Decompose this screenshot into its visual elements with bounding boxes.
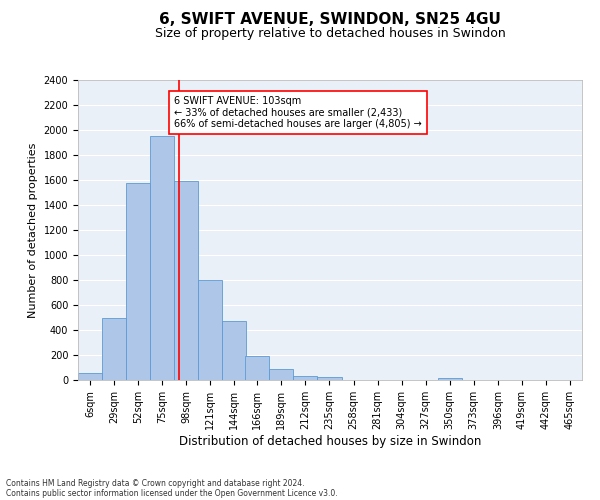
- Text: Contains public sector information licensed under the Open Government Licence v3: Contains public sector information licen…: [6, 488, 338, 498]
- X-axis label: Distribution of detached houses by size in Swindon: Distribution of detached houses by size …: [179, 434, 481, 448]
- Bar: [293, 376, 317, 380]
- Bar: [317, 377, 341, 380]
- Text: Size of property relative to detached houses in Swindon: Size of property relative to detached ho…: [155, 28, 505, 40]
- Bar: [102, 318, 126, 380]
- Text: 6 SWIFT AVENUE: 103sqm
← 33% of detached houses are smaller (2,433)
66% of semi-: 6 SWIFT AVENUE: 103sqm ← 33% of detached…: [174, 96, 422, 130]
- Bar: [438, 378, 462, 380]
- Y-axis label: Number of detached properties: Number of detached properties: [28, 142, 38, 318]
- Bar: [222, 320, 247, 380]
- Text: 6, SWIFT AVENUE, SWINDON, SN25 4GU: 6, SWIFT AVENUE, SWINDON, SN25 4GU: [159, 12, 501, 28]
- Bar: [269, 369, 293, 380]
- Bar: [126, 182, 150, 380]
- Text: Contains HM Land Registry data © Crown copyright and database right 2024.: Contains HM Land Registry data © Crown c…: [6, 478, 305, 488]
- Bar: [198, 280, 222, 380]
- Bar: [174, 181, 198, 380]
- Bar: [245, 356, 269, 380]
- Bar: [78, 372, 102, 380]
- Bar: [150, 136, 174, 380]
